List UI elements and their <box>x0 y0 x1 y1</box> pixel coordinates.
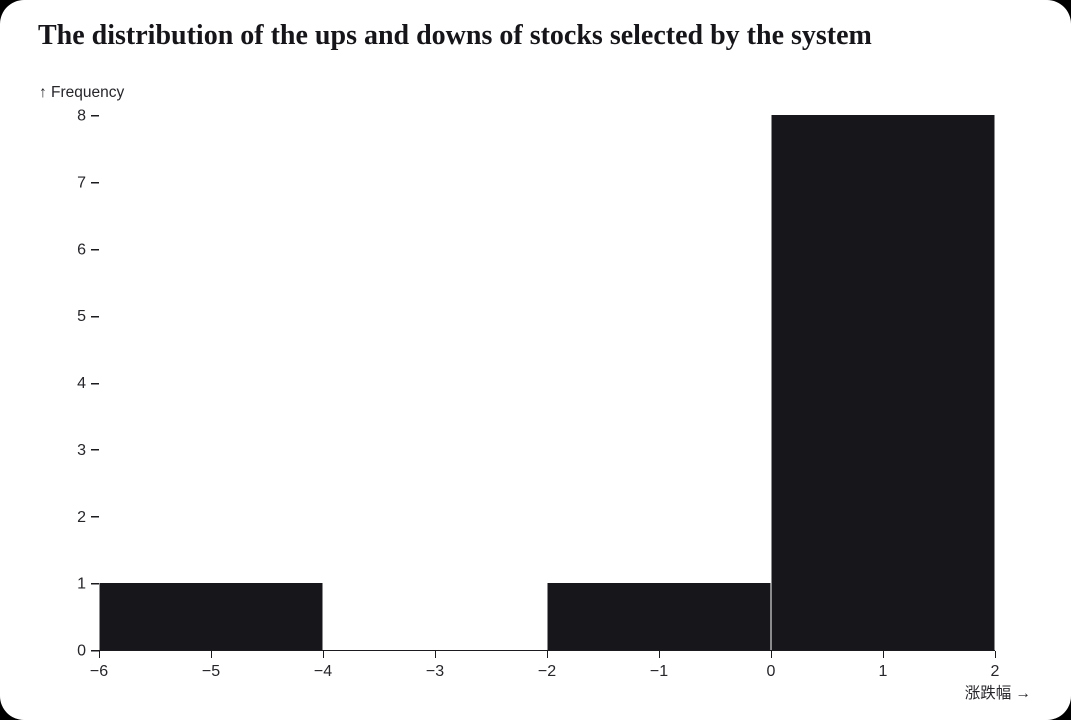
axes-group: −6 −5 −4 −3 −2 −1 0 1 2 0 1 2 3 4 5 6 7 8 <box>77 108 999 681</box>
x-tick-label: −3 <box>426 663 444 680</box>
y-tick-label: 6 <box>77 241 86 258</box>
x-tick-label: −5 <box>202 663 220 680</box>
x-tick-label: 0 <box>767 663 776 680</box>
y-tick-label: 4 <box>77 375 86 392</box>
histogram-bar <box>547 583 771 650</box>
x-tick-label: −1 <box>650 663 668 680</box>
y-tick-label: 2 <box>77 509 86 526</box>
y-tick-label: 7 <box>77 174 86 191</box>
x-tick-label: 1 <box>879 663 888 680</box>
x-axis-label: 涨跌幅 → <box>964 685 1031 702</box>
y-tick-label: 0 <box>77 643 86 660</box>
y-axis-label: ↑ Frequency <box>39 84 125 101</box>
histogram-bar <box>99 583 323 650</box>
x-tick-label: −6 <box>90 663 108 680</box>
y-tick-label: 3 <box>77 442 86 459</box>
y-tick-label: 5 <box>77 308 86 325</box>
x-tick-label: 2 <box>991 663 1000 680</box>
bars-group <box>99 115 995 650</box>
histogram-bar <box>771 115 995 650</box>
y-tick-label: 8 <box>77 108 86 125</box>
x-tick-label: −4 <box>314 663 332 680</box>
chart-title: The distribution of the ups and downs of… <box>38 20 872 51</box>
y-tick-label: 1 <box>77 576 86 593</box>
x-tick-label: −2 <box>538 663 556 680</box>
